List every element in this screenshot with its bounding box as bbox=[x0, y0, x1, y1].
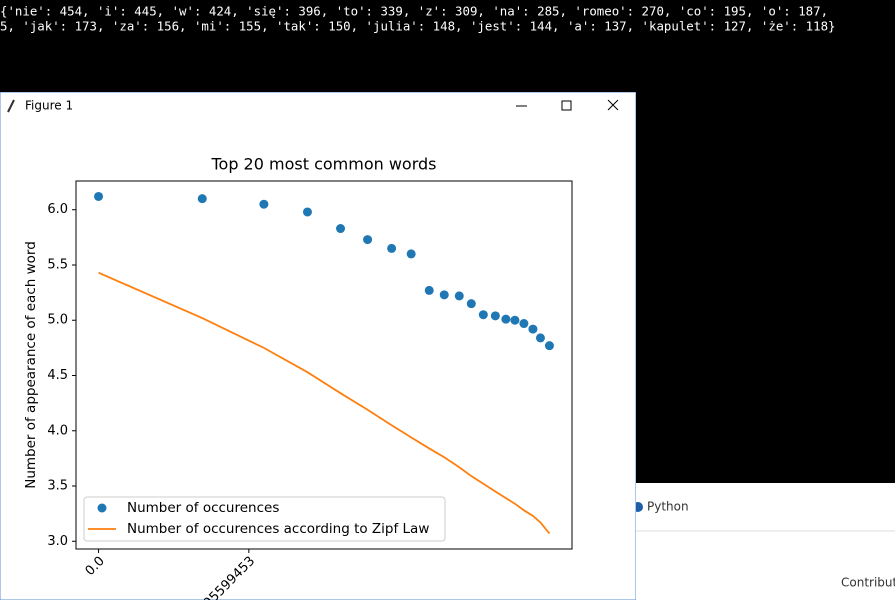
chart-title: Top 20 most common words bbox=[210, 155, 436, 174]
point bbox=[424, 285, 434, 295]
y-tick-label: 3.0 bbox=[47, 534, 68, 549]
background-panel bbox=[636, 483, 895, 600]
point bbox=[535, 333, 545, 343]
point bbox=[363, 235, 373, 245]
point bbox=[519, 319, 529, 329]
point bbox=[406, 249, 416, 259]
point bbox=[336, 224, 346, 234]
maximize-button[interactable] bbox=[561, 100, 572, 111]
y-tick-label: 5.5 bbox=[47, 257, 68, 272]
point bbox=[501, 314, 511, 324]
y-tick-label: 6.0 bbox=[47, 202, 68, 217]
y-tick-label: 3.5 bbox=[47, 479, 68, 494]
window-title: Figure 1 bbox=[25, 99, 73, 113]
window-icon bbox=[7, 99, 15, 113]
y-tick-label: 4.5 bbox=[47, 368, 68, 383]
point bbox=[466, 299, 476, 309]
background-label: Contribut bbox=[841, 576, 895, 590]
legend-label: Number of occurences bbox=[127, 500, 279, 516]
legend-marker bbox=[97, 503, 107, 513]
legend-label: Number of occurences according to Zipf L… bbox=[127, 521, 429, 537]
terminal-line: 5, 'jak': 173, 'za': 156, 'mi': 155, 'ta… bbox=[0, 19, 836, 34]
point bbox=[94, 191, 104, 201]
y-axis-label: Number of appearance of each word bbox=[23, 241, 39, 489]
point bbox=[387, 243, 397, 253]
point bbox=[528, 324, 538, 334]
tab-label[interactable]: Python bbox=[647, 500, 689, 514]
y-tick-label: 5.0 bbox=[47, 313, 68, 328]
legend-box bbox=[83, 496, 446, 542]
point bbox=[510, 315, 520, 325]
point bbox=[302, 207, 312, 217]
point bbox=[478, 310, 488, 320]
y-tick-label: 4.0 bbox=[47, 423, 68, 438]
point bbox=[490, 311, 500, 321]
point bbox=[259, 199, 269, 209]
terminal-line: {'nie': 454, 'i': 445, 'w': 424, 'się': … bbox=[0, 4, 828, 19]
point bbox=[197, 194, 207, 204]
point bbox=[439, 290, 449, 300]
point bbox=[544, 341, 554, 351]
plot-frame bbox=[75, 180, 573, 550]
close-button[interactable] bbox=[607, 99, 619, 111]
point bbox=[454, 291, 464, 301]
line bbox=[98, 271, 551, 535]
